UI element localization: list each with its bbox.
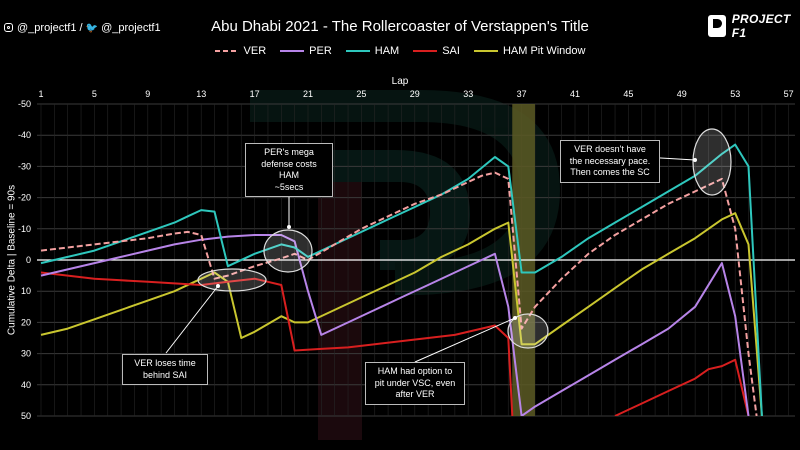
series-line-sai — [40, 271, 750, 416]
y-tick-label: 30 — [21, 349, 31, 359]
brand-name: PROJECT F1 — [731, 12, 791, 40]
annotation-per-defense: PER's mega defense costs HAM ~5secs — [245, 143, 333, 197]
y-tick-label: 10 — [21, 286, 31, 296]
x-tick-label: 13 — [196, 89, 206, 99]
legend-item: HAM Pit Window — [473, 45, 586, 57]
highlight-ellipses — [197, 128, 732, 349]
y-tick-label: 40 — [21, 380, 31, 390]
highlight-ellipse — [263, 229, 313, 273]
x-tick-label: 1 — [38, 89, 43, 99]
x-tick-labels: 1 5 9 13 17 21 25 29 33 37 41 45 49 53 57 — [38, 89, 793, 99]
y-tick-label: 20 — [21, 317, 31, 327]
series-line-ham — [40, 143, 763, 416]
x-tick-label: 45 — [623, 89, 633, 99]
chart-title: Abu Dhabi 2021 - The Rollercoaster of Ve… — [211, 18, 589, 35]
y-tick-label: -10 — [18, 224, 31, 234]
y-tick-label: -40 — [18, 130, 31, 140]
connector-dot — [216, 284, 220, 288]
x-tick-label: 33 — [463, 89, 473, 99]
x-tick-label: 37 — [517, 89, 527, 99]
legend-swatch — [413, 50, 438, 52]
series-line-per — [40, 234, 750, 416]
instagram-icon — [4, 23, 13, 32]
annotation-connector — [165, 285, 219, 354]
legend-swatch — [214, 50, 239, 52]
annotation-connector — [414, 317, 516, 363]
twitter-handle: @_projectf1 — [101, 22, 161, 34]
connector-dot — [287, 225, 291, 229]
legend-label: HAM Pit Window — [502, 45, 586, 57]
legend-item: VER — [214, 45, 267, 57]
legend-label: SAI — [442, 45, 460, 57]
instagram-handle: @_projectf1 / — [17, 22, 86, 34]
y-tick-label: 50 — [21, 411, 31, 421]
legend-swatch — [473, 50, 498, 52]
legend-item: SAI — [413, 45, 460, 57]
x-tick-label: 29 — [410, 89, 420, 99]
x-tick-label: 21 — [303, 89, 313, 99]
annotation-ver-pace: VER doesn't have the necessary pace. The… — [560, 140, 660, 183]
legend-swatch — [345, 50, 370, 52]
annotation-ham-vsc: HAM had option to pit under VSC, even af… — [365, 362, 465, 405]
x-tick-label: 53 — [730, 89, 740, 99]
y-tick-label: -30 — [18, 161, 31, 171]
legend-item: HAM — [345, 45, 400, 57]
project-f1-logo-icon — [708, 15, 726, 37]
x-axis-label: Lap — [391, 76, 409, 87]
legend-label: HAM — [374, 45, 400, 57]
connector-dot — [693, 158, 697, 162]
x-tick-label: 41 — [570, 89, 580, 99]
y-tick-labels: -50 -40 -30 -20 -10 0 10 20 30 40 50 — [18, 99, 31, 421]
y-axis-label: Cumulative Delta | Baseline = 90s — [6, 184, 18, 336]
social-handles: @_projectf1 / 🐦 @_projectf1 — [4, 22, 161, 34]
x-tick-label: 49 — [677, 89, 687, 99]
x-tick-label: 17 — [250, 89, 260, 99]
legend-label: VER — [243, 45, 267, 57]
x-tick-label: 57 — [784, 89, 794, 99]
x-tick-label: 25 — [356, 89, 366, 99]
x-tick-label: 5 — [92, 89, 97, 99]
legend-swatch — [280, 50, 305, 52]
annotation-ver-sai: VER loses time behind SAI — [122, 354, 208, 385]
y-tick-label: -50 — [18, 99, 31, 109]
series-lines — [40, 143, 763, 416]
connector-dot — [513, 316, 517, 320]
legend-label: PER — [309, 45, 332, 57]
highlight-ellipse — [197, 268, 267, 292]
x-tick-label: 9 — [145, 89, 150, 99]
chart-legend: VER PER HAM SAI HAM Pit Window — [0, 45, 800, 57]
highlight-ellipse — [507, 313, 549, 349]
legend-item: PER — [280, 45, 332, 57]
y-tick-label: -20 — [18, 193, 31, 203]
twitter-icon: 🐦 — [85, 23, 99, 34]
y-tick-label: 0 — [26, 255, 31, 265]
series-line-ver — [40, 171, 758, 416]
brand-logo: PROJECT F1 — [708, 12, 800, 40]
highlight-ellipse — [692, 128, 732, 196]
